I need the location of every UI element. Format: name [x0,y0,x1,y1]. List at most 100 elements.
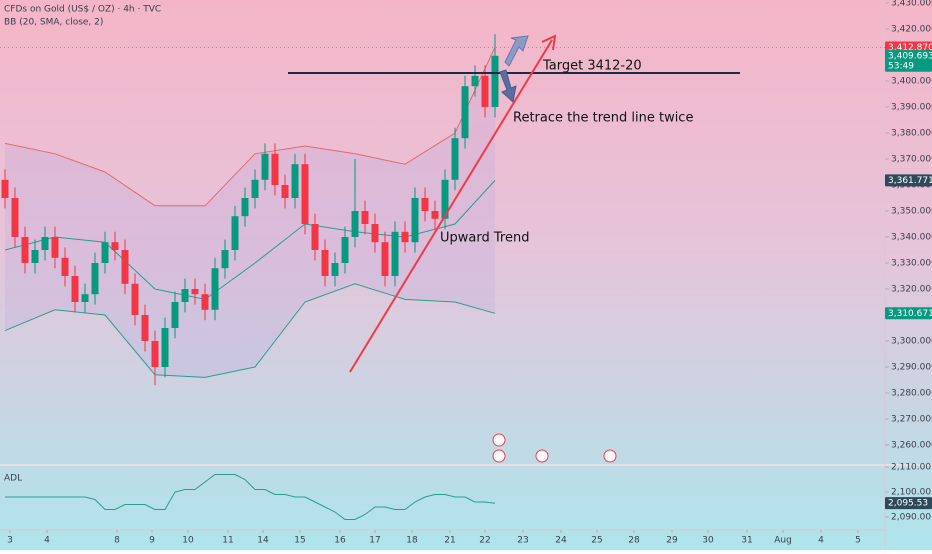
x-tick-label: 21 [444,536,455,546]
x-tick-label: 16 [334,536,346,546]
plot [0,2,889,533]
drawings: Target 3412-20 Retrace the trend line tw… [288,34,740,373]
candle-body [141,315,149,341]
candle-body [111,242,119,250]
y-tick-label: 3,390.000 [891,103,932,113]
candle-body [281,185,289,198]
x-tick-label: 9 [149,536,155,546]
x-tick-label: 31 [741,536,752,546]
candle-body [321,250,329,276]
trend-arrow-head [541,34,557,51]
x-tick-label: 8 [114,536,120,546]
candle-body [201,294,209,310]
trend-line [349,39,553,373]
indicator-label: BB (20, SMA, close, 2) [4,18,103,28]
candle-body [231,216,239,250]
candle-body [401,231,409,243]
candle-body [371,224,379,243]
candle-body [91,263,99,295]
candle-body [331,263,339,276]
candle-body [461,86,469,139]
x-tick-label: Aug [774,536,792,546]
price-tag [885,307,932,320]
candle-body [431,211,439,219]
y-tick-label: 2,090.00 [891,513,931,523]
candle-body [271,153,279,185]
candle-body [261,153,269,180]
price-tag [885,497,932,510]
y-tick-label: 3,420.000 [891,25,932,35]
candle-body [421,198,429,211]
x-tick-label: 30 [702,536,714,546]
y-tick-label: 3,340.000 [891,233,932,243]
y-tick-label: 3,430.000 [891,0,932,9]
candle-body [381,242,389,276]
x-tick-label: 17 [369,536,380,546]
x-tick-label: 5 [855,536,861,546]
candle-body [121,250,129,284]
candle-body [71,276,79,302]
price-tag-label: 3,412.870 [888,43,932,53]
band-line [4,180,496,300]
price-tag-label: 2,095.53 [888,499,928,509]
candle-body [101,242,109,263]
adl-line [5,474,496,520]
candle-body [481,75,489,107]
x-tick-label: 18 [406,536,418,546]
event-icon [603,449,617,463]
candle-body [241,198,249,217]
x-tick-label: 14 [257,536,269,546]
chart-title: CFDs on Gold (US$ / OZ) · 4h · TVC [4,5,161,15]
candle-body [151,341,159,367]
candle-body [341,237,349,263]
x-tick-label: 10 [182,536,194,546]
x-tick-label: 29 [666,536,678,546]
up-arrow [504,35,529,67]
candle-body [301,164,309,224]
y-tick-label: 3,320.000 [891,285,932,295]
candle-body [291,164,299,198]
y-tick-label: 3,400.000 [891,77,932,87]
candle-body [391,231,399,276]
y-tick-label: 3,260.000 [891,441,932,451]
price-tag [885,174,932,187]
candle-body [351,211,359,237]
event-icon [535,449,549,463]
candle-body [361,211,369,224]
candle-body [441,179,449,219]
candle-body [31,250,39,263]
event-icon [492,449,506,463]
event-icons [492,433,617,463]
candle-body [11,198,19,237]
candle-body [491,55,499,107]
y-tick-label: 3,350.000 [891,207,932,217]
x-tick-label: 3 [7,536,13,546]
adl-title: ADL [4,474,22,484]
x-tick-label: 25 [591,536,602,546]
annotation: Retrace the trend line twice [513,111,693,126]
candle-body [51,237,59,258]
countdown: 53:49 [888,61,914,71]
candle-body [41,237,49,250]
x-tick-label: 28 [628,536,640,546]
band-fill [5,47,495,378]
event-icon [492,433,506,447]
x-tick-label: 22 [479,536,490,546]
price-tag-label: 3,310.671 [888,309,932,319]
band-line [4,283,496,378]
candle-body [1,179,9,198]
price-tag-label: 3,361.771 [888,176,932,186]
y-tick-label: 3,370.000 [891,155,932,165]
x-tick-label: 11 [222,536,233,546]
price-tag [885,49,932,72]
candle-body [251,179,259,198]
y-tick-label: 3,280.000 [891,389,932,399]
y-tick-label: 3,300.000 [891,337,932,347]
x-tick-label: 24 [555,536,567,546]
candle-body [131,283,139,315]
candle-body [21,237,29,263]
band-line [4,46,496,207]
candle-body [191,289,199,295]
candle-body [311,224,319,250]
